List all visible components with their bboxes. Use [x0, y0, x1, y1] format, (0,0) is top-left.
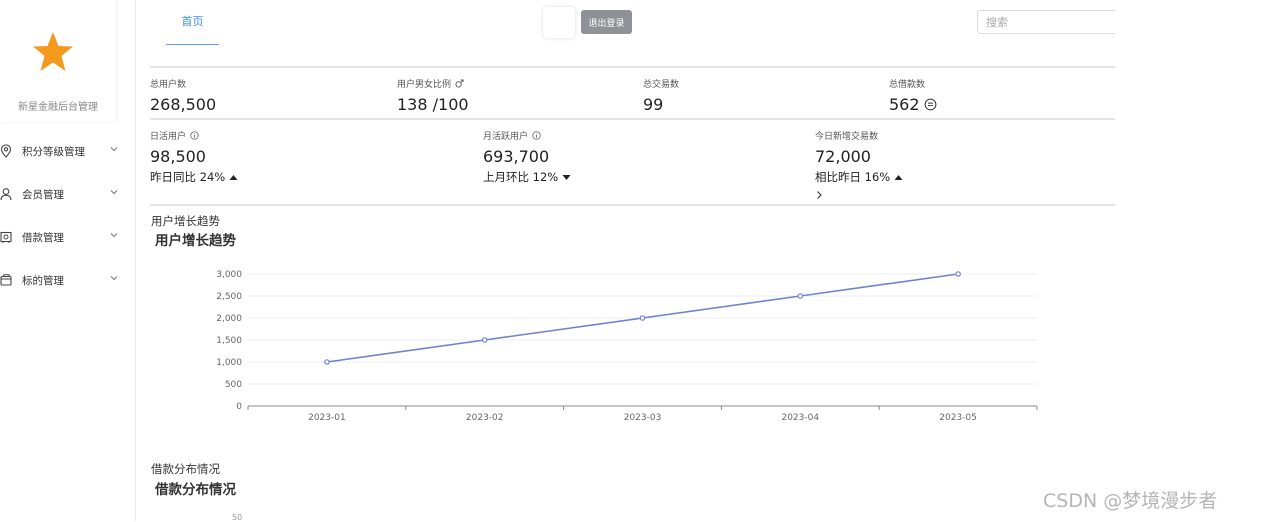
stat-value: 268,500 [150, 95, 217, 114]
stat-label: 总交易数 [643, 80, 680, 90]
stat-value: 99 [643, 95, 664, 114]
y-tick-label: 3,000 [216, 270, 242, 280]
stat-total-users: 总用户数 268,500 [150, 77, 216, 114]
info-icon[interactable] [532, 131, 541, 140]
growth-line-chart: 0 500 1,000 1,500 2,000 2,500 3,000 2023-01 2023… [216, 270, 1038, 423]
loan-icon [0, 231, 12, 243]
x-tick-label: 2023-01 [308, 413, 346, 423]
x-tick-label: 2023-05 [939, 413, 977, 423]
sidebar-item-loans[interactable]: 借款管理 [0, 216, 135, 259]
wallet-icon [0, 274, 12, 286]
stat-value: 72,000 [815, 147, 871, 166]
data-point [955, 271, 961, 277]
stat-label: 总借款数 [889, 80, 926, 90]
chevron-down-icon [110, 276, 118, 281]
avatar[interactable] [543, 7, 575, 38]
info-icon[interactable] [190, 131, 199, 140]
logo: 新星金融后台管理 [0, 0, 116, 122]
y-tick-label: 500 [225, 380, 242, 390]
stat-value: 98,500 [150, 147, 206, 166]
growth-chart-title: 用户增长趋势 [155, 233, 236, 249]
stat-compare: 昨日同比 24% [150, 170, 226, 184]
sidebar-item-label: 借款管理 [22, 232, 64, 244]
stat-compare: 相比昨日 16% [815, 170, 891, 184]
logo-text: 新星金融后台管理 [18, 102, 98, 113]
y-tick-label: 1,000 [216, 358, 242, 368]
stat-new-transactions: 今日新增交易数 72,000 相比昨日 16% [815, 129, 903, 204]
logout-button[interactable]: 退出登录 [581, 10, 632, 34]
sidebar-item-label: 标的管理 [22, 275, 64, 287]
caret-up-icon [894, 174, 903, 180]
caret-down-icon [562, 174, 571, 180]
tab-home[interactable]: 首页 [166, 8, 219, 45]
loan-chart-axis-top: 50 [232, 513, 243, 522]
y-tick-label: 2,500 [216, 292, 242, 302]
stat-total-loans: 总借款数 562 [889, 77, 937, 114]
stat-label: 总用户数 [150, 80, 187, 90]
stat-gender-ratio: 用户男女比例 138 /100 [397, 77, 469, 114]
location-pin-icon [0, 144, 12, 158]
stat-label: 今日新增交易数 [815, 132, 879, 142]
stat-daily-active: 日活用户 98,500 昨日同比 24% [150, 129, 238, 185]
male-icon [455, 79, 464, 88]
chevron-down-icon [110, 190, 118, 195]
data-point [324, 359, 330, 365]
loan-chart-title: 借款分布情况 [155, 482, 236, 498]
chevron-down-icon [110, 233, 118, 238]
stat-label: 月活跃用户 [483, 132, 529, 142]
sidebar-item-label: 积分等级管理 [22, 146, 85, 158]
message-icon [924, 98, 936, 111]
growth-chart-caption: 用户增长趋势 [151, 214, 220, 228]
y-tick-label: 1,500 [216, 336, 242, 346]
divider [150, 118, 1115, 120]
x-tick-label: 2023-04 [781, 413, 819, 423]
chevron-down-icon [110, 147, 118, 152]
sidebar-item-members[interactable]: 会员管理 [0, 173, 135, 216]
y-tick-label: 2,000 [216, 314, 242, 324]
caret-up-icon [229, 174, 238, 180]
divider [150, 66, 1115, 68]
stat-value: 138 /100 [397, 95, 469, 114]
y-tick-label: 0 [236, 402, 242, 412]
data-point [797, 293, 804, 299]
stat-value: 562 [889, 95, 920, 114]
sidebar-menu: 积分等级管理 会员管理 借款管理 [0, 130, 135, 302]
star-logo-icon [33, 32, 73, 71]
stat-compare: 上月环比 12% [483, 170, 559, 184]
data-point [481, 337, 488, 343]
chevron-right-icon[interactable] [815, 190, 823, 200]
stat-monthly-active: 月活跃用户 693,700 上月环比 12% [483, 129, 571, 185]
sidebar: 新星金融后台管理 积分等级管理 会员管理 借款管理 [0, 0, 136, 521]
x-tick-label: 2023-02 [466, 413, 504, 423]
stat-label: 用户男女比例 [397, 80, 452, 90]
sidebar-item-label: 会员管理 [22, 189, 64, 201]
data-point [639, 315, 646, 321]
loan-chart-caption: 借款分布情况 [151, 462, 220, 476]
watermark: CSDN @梦境漫步者 [1043, 490, 1218, 512]
divider [150, 204, 1115, 206]
search-input[interactable] [977, 10, 1115, 34]
x-tick-label: 2023-03 [624, 413, 662, 423]
sidebar-item-points-level[interactable]: 积分等级管理 [0, 130, 135, 173]
stat-value: 693,700 [483, 147, 550, 166]
sidebar-item-targets[interactable]: 标的管理 [0, 259, 135, 302]
stat-total-transactions: 总交易数 99 [643, 77, 679, 114]
stat-label: 日活用户 [150, 132, 187, 142]
user-icon [0, 188, 12, 201]
